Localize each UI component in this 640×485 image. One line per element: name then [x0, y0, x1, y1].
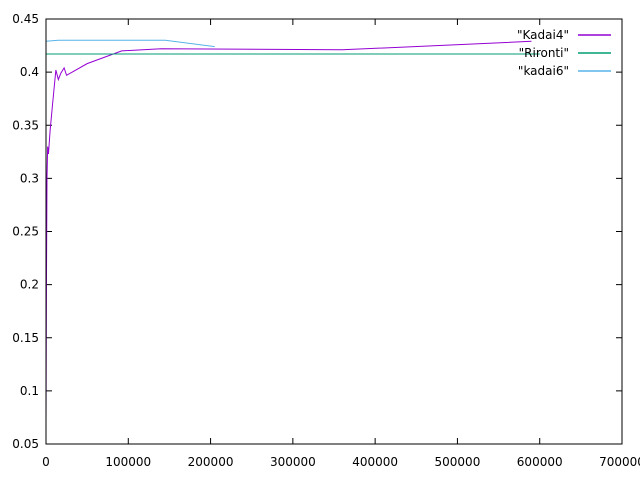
series-line-0 — [45, 40, 532, 423]
series-line-2 — [45, 39, 215, 48]
legend-label: "Rironti" — [519, 46, 569, 60]
y-tick-label: 0.45 — [12, 12, 39, 26]
plot-border — [45, 18, 623, 445]
ticks-layer: 0.05 0.1 0.15 0.2 0.25 0.3 0.35 0.4 0.45 0 100000 2… — [12, 12, 640, 469]
x-tick-label: 100000 — [105, 455, 151, 469]
legend: "Kadai4" "Rironti" "kadai6" — [517, 28, 611, 78]
series-layer — [45, 39, 540, 423]
x-tick-label: 300000 — [270, 455, 316, 469]
y-tick-label: 0.35 — [12, 118, 39, 132]
y-tick-label: 0.15 — [12, 331, 39, 345]
x-tick-label: 500000 — [435, 455, 481, 469]
y-tick-label: 0.05 — [12, 437, 39, 451]
legend-label: "Kadai4" — [517, 28, 569, 42]
y-tick-label: 0.25 — [12, 225, 39, 239]
y-tick-label: 0.2 — [20, 278, 39, 292]
y-tick-label: 0.1 — [20, 384, 39, 398]
y-tick-label: 0.3 — [20, 171, 39, 185]
x-tick-label: 400000 — [352, 455, 398, 469]
x-tick-label: 0 — [42, 455, 50, 469]
y-tick-label: 0.4 — [20, 65, 39, 79]
legend-label: "kadai6" — [518, 64, 569, 78]
x-tick-label: 700000 — [599, 455, 640, 469]
x-tick-label: 600000 — [517, 455, 563, 469]
x-tick-label: 200000 — [188, 455, 234, 469]
